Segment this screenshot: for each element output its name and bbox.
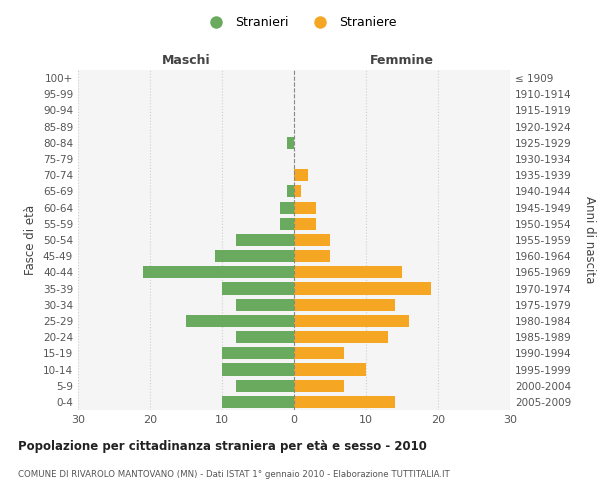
Bar: [236, 331, 294, 343]
Bar: [294, 348, 344, 360]
Bar: [294, 364, 366, 376]
Text: COMUNE DI RIVAROLO MANTOVANO (MN) - Dati ISTAT 1° gennaio 2010 - Elaborazione TU: COMUNE DI RIVAROLO MANTOVANO (MN) - Dati…: [18, 470, 450, 479]
Bar: [294, 331, 388, 343]
Bar: [294, 380, 344, 392]
Legend: Stranieri, Straniere: Stranieri, Straniere: [199, 11, 401, 34]
Text: Maschi: Maschi: [161, 54, 211, 67]
Bar: [294, 315, 409, 327]
Bar: [294, 266, 402, 278]
Bar: [215, 250, 294, 262]
Bar: [236, 234, 294, 246]
Bar: [280, 218, 294, 230]
Text: Femmine: Femmine: [370, 54, 434, 67]
Bar: [280, 202, 294, 213]
Bar: [294, 250, 330, 262]
Bar: [294, 298, 395, 311]
Bar: [294, 282, 431, 294]
Bar: [294, 169, 308, 181]
Bar: [287, 137, 294, 149]
Bar: [294, 202, 316, 213]
Bar: [222, 396, 294, 408]
Bar: [294, 186, 301, 198]
Bar: [222, 364, 294, 376]
Bar: [236, 298, 294, 311]
Bar: [222, 348, 294, 360]
Bar: [186, 315, 294, 327]
Y-axis label: Anni di nascita: Anni di nascita: [583, 196, 596, 284]
Bar: [294, 396, 395, 408]
Text: Popolazione per cittadinanza straniera per età e sesso - 2010: Popolazione per cittadinanza straniera p…: [18, 440, 427, 453]
Bar: [236, 380, 294, 392]
Bar: [222, 282, 294, 294]
Bar: [287, 186, 294, 198]
Bar: [143, 266, 294, 278]
Bar: [294, 234, 330, 246]
Y-axis label: Fasce di età: Fasce di età: [25, 205, 37, 275]
Bar: [294, 218, 316, 230]
